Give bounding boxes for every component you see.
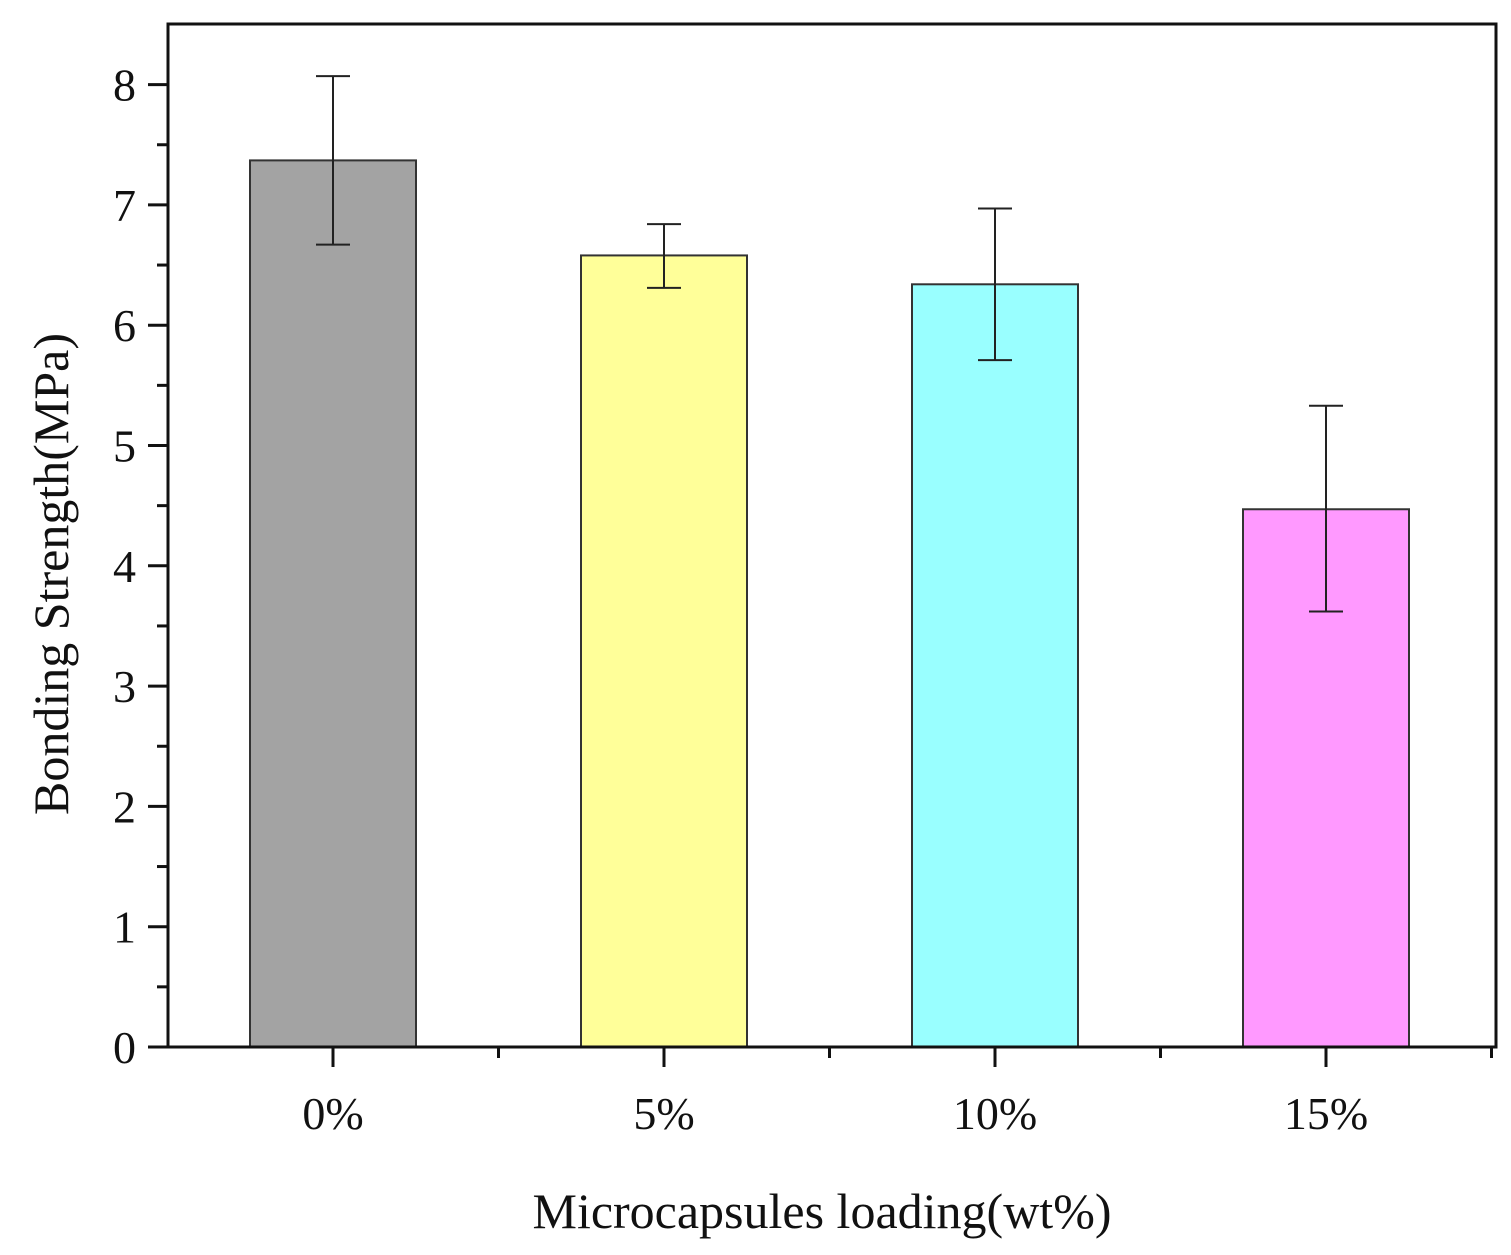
y-tick-label-5: 5 <box>113 421 136 472</box>
y-tick-label-2: 2 <box>113 781 136 832</box>
bar-1 <box>580 254 748 1048</box>
y-tick-label-7: 7 <box>113 180 136 231</box>
y-tick-label-6: 6 <box>113 300 136 351</box>
error-bars-layer <box>316 75 1343 613</box>
bars-layer <box>249 159 1410 1049</box>
x-axis: 0% 5% 10% 15% <box>302 1047 1493 1139</box>
bar-0 <box>249 159 417 1049</box>
x-tick-label-2: 10% <box>953 1088 1037 1139</box>
x-tick-label-3: 15% <box>1284 1088 1368 1139</box>
plot-frame <box>166 22 1498 1049</box>
x-axis-title: Microcapsules loading(wt%) <box>532 1183 1111 1239</box>
y-tick-label-0: 0 <box>113 1022 136 1073</box>
y-tick-label-1: 1 <box>113 902 136 953</box>
x-tick-label-0: 0% <box>302 1088 363 1139</box>
bar-2 <box>911 283 1079 1049</box>
y-tick-label-3: 3 <box>113 661 136 712</box>
y-axis: 0 1 2 3 4 5 6 7 8 <box>113 60 168 1073</box>
y-axis-title: Bonding Strength(MPa) <box>23 333 79 815</box>
x-tick-label-1: 5% <box>633 1088 694 1139</box>
y-tick-label-4: 4 <box>113 541 136 592</box>
y-tick-label-8: 8 <box>113 60 136 111</box>
